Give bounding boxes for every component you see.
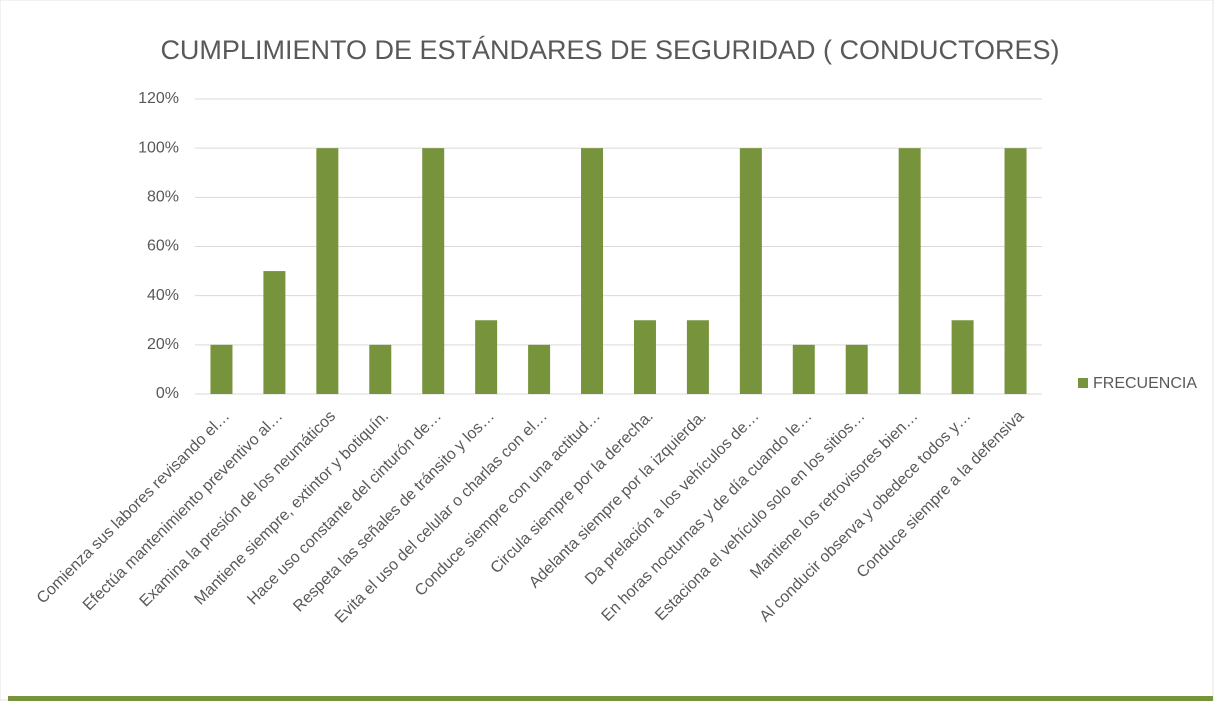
bar bbox=[686, 320, 709, 394]
y-tick-label: 80% bbox=[147, 189, 179, 206]
y-tick-label: 60% bbox=[147, 238, 179, 255]
bar bbox=[633, 320, 656, 394]
bar bbox=[792, 344, 815, 394]
bar bbox=[422, 148, 445, 394]
chart-title: CUMPLIMIENTO DE ESTÁNDARES DE SEGURIDAD … bbox=[160, 35, 1059, 65]
bottom-border bbox=[8, 696, 1213, 701]
y-tick-label: 20% bbox=[147, 336, 179, 353]
bar bbox=[845, 344, 868, 394]
legend-swatch bbox=[1078, 378, 1088, 388]
bar bbox=[475, 320, 498, 394]
bar bbox=[528, 344, 551, 394]
bar bbox=[263, 271, 286, 394]
y-tick-label: 120% bbox=[138, 90, 179, 107]
bar bbox=[951, 320, 974, 394]
y-tick-label: 40% bbox=[147, 287, 179, 304]
legend-label: FRECUENCIA bbox=[1093, 375, 1197, 392]
bar bbox=[369, 344, 392, 394]
bar bbox=[581, 148, 604, 394]
bar bbox=[210, 344, 233, 394]
bar bbox=[898, 148, 921, 394]
y-tick-label: 0% bbox=[156, 385, 179, 402]
bar bbox=[739, 148, 762, 394]
bar bbox=[1004, 148, 1027, 394]
y-tick-label: 100% bbox=[138, 139, 179, 156]
bar bbox=[316, 148, 339, 394]
